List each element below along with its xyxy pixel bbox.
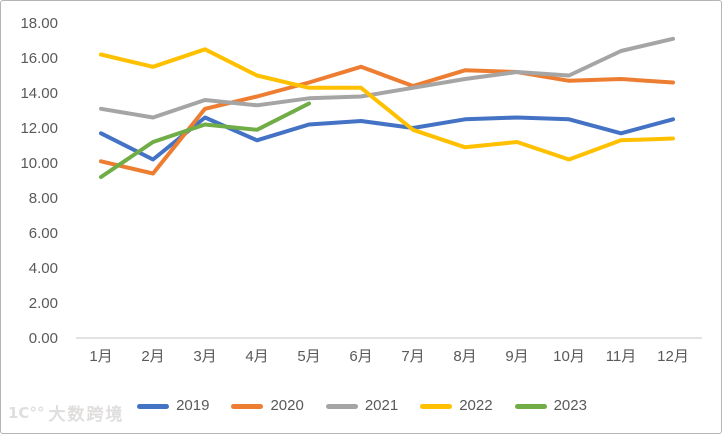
watermark-logo-icon: 1C°° — [8, 403, 45, 422]
watermark-text: 大数跨境 — [48, 405, 125, 424]
y-axis-tick-label: 10.00 — [20, 154, 58, 172]
y-axis-tick-label: 0.00 — [28, 329, 58, 347]
legend-swatch-2022 — [420, 403, 453, 409]
x-axis-month-label: 12月 — [657, 348, 689, 365]
y-axis-tick-label: 8.00 — [28, 189, 58, 207]
series-line-2020 — [99, 64, 675, 176]
x-axis-month-label: 9月 — [505, 348, 529, 365]
series-line-2019 — [99, 115, 675, 162]
x-axis-month-label: 1月 — [89, 348, 113, 365]
legend-label: 2019 — [176, 397, 210, 414]
x-axis-month-label: 2月 — [141, 348, 165, 365]
legend-label: 2022 — [459, 397, 493, 414]
y-axis-tick-label: 18.00 — [20, 14, 58, 32]
watermark: 1C°° 大数跨境 — [8, 400, 124, 425]
series-line-2021 — [99, 36, 675, 120]
legend: 2019 2020 2021 2022 2023 — [1, 397, 721, 415]
legend-item-2021: 2021 — [325, 397, 399, 415]
y-axis-tick-label: 16.00 — [20, 49, 58, 67]
y-axis-tick-label: 12.00 — [20, 119, 58, 137]
x-axis-month-label: 4月 — [245, 348, 269, 365]
legend-swatch-2023 — [514, 403, 547, 409]
legend-label: 2021 — [364, 397, 399, 414]
y-axis-tick-label: 4.00 — [28, 259, 58, 277]
legend-label: 2023 — [553, 397, 587, 414]
y-axis-tick-label: 6.00 — [28, 224, 58, 242]
legend-item-2020: 2020 — [231, 397, 304, 415]
x-axis-month-label: 7月 — [401, 348, 425, 365]
x-axis-month-label: 6月 — [349, 348, 373, 365]
legend-swatch-2020 — [231, 403, 264, 409]
series-line-2022 — [99, 47, 675, 162]
series-line-2023 — [99, 101, 311, 179]
legend-swatch-2019 — [137, 403, 170, 409]
legend-swatch-2021 — [325, 403, 358, 409]
legend-item-2023: 2023 — [514, 397, 587, 415]
legend-label: 2020 — [270, 397, 304, 414]
x-axis-month-label: 5月 — [297, 348, 321, 365]
legend-item-2022: 2022 — [420, 397, 493, 415]
y-axis-tick-label: 2.00 — [28, 294, 58, 312]
x-axis-month-label: 10月 — [553, 348, 585, 365]
y-axis-tick-label: 14.00 — [20, 84, 58, 102]
x-axis-month-label: 3月 — [193, 348, 217, 365]
legend-item-2019: 2019 — [137, 397, 209, 415]
x-axis-month-label: 8月 — [453, 348, 477, 365]
x-axis-month-label: 11月 — [605, 348, 637, 365]
